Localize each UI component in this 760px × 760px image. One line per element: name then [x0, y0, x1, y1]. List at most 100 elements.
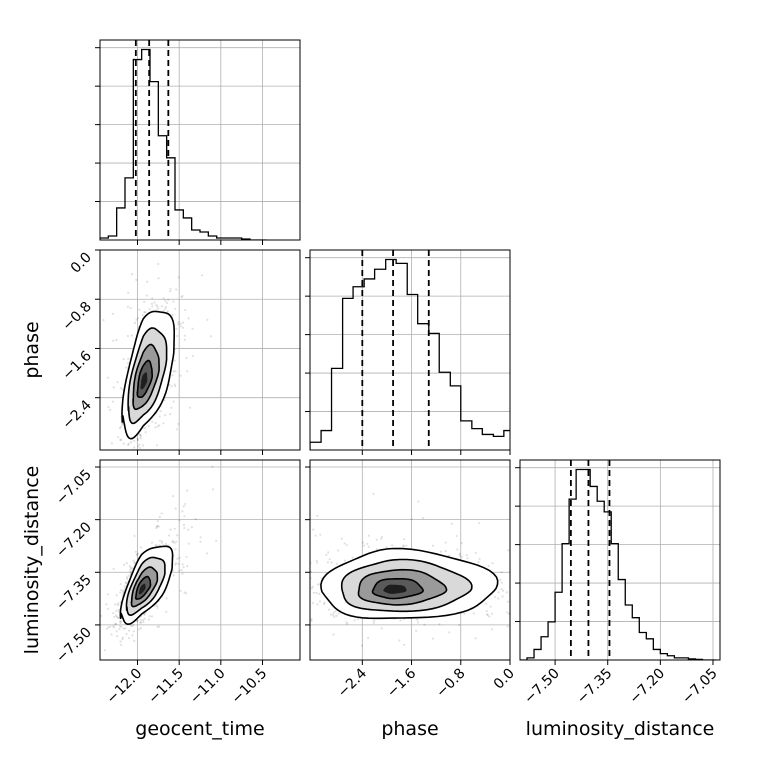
scatter-point [316, 603, 319, 606]
scatter-point [103, 462, 105, 464]
panel-frame [99, 39, 301, 241]
scatter-point [125, 576, 129, 579]
scatter-point [186, 565, 189, 568]
scatter-point [167, 298, 170, 301]
x-axis-label-phase: phase [381, 718, 438, 740]
scatter-point [172, 370, 175, 373]
scatter-point [174, 563, 177, 566]
scatter-point [160, 541, 164, 544]
scatter-point [398, 639, 401, 642]
scatter-point [478, 557, 481, 560]
scatter-point [458, 624, 461, 627]
scatter-point [107, 607, 110, 610]
scatter-point [345, 544, 348, 547]
y-tick-label: −7.50 [53, 624, 95, 666]
scatter-point [211, 465, 214, 468]
scatter-point [455, 534, 458, 538]
scatter-point [117, 616, 120, 619]
scatter-point [183, 334, 186, 337]
scatter-point [129, 570, 132, 574]
scatter-point [295, 569, 297, 571]
scatter-point [125, 581, 128, 584]
scatter-point [139, 433, 142, 437]
scatter-point [133, 321, 137, 324]
scatter-point [151, 305, 154, 308]
scatter-point [546, 592, 548, 594]
scatter-point [119, 589, 122, 592]
scatter-point [120, 422, 124, 425]
scatter-point [172, 574, 175, 577]
x-tick-label: −7.50 [521, 666, 563, 708]
scatter-point [139, 621, 142, 624]
scatter-point [531, 584, 533, 586]
x-tick-label: −10.5 [229, 666, 271, 708]
scatter-point [528, 540, 530, 542]
scatter-point [328, 558, 331, 561]
scatter-point [127, 574, 130, 577]
scatter-point [160, 540, 163, 543]
scatter-point [117, 603, 120, 607]
scatter-point [157, 277, 160, 280]
scatter-point [439, 550, 443, 553]
scatter-point [155, 304, 158, 307]
scatter-point [353, 619, 356, 622]
scatter-point [144, 431, 147, 434]
scatter-point [173, 639, 175, 641]
scatter-point [415, 629, 418, 632]
scatter-point [105, 627, 109, 630]
scatter-point [183, 338, 186, 341]
scatter-point [334, 610, 337, 613]
y-tick-label: −1.6 [59, 348, 94, 383]
scatter-point [316, 583, 319, 586]
scatter-point [477, 561, 480, 564]
scatter-point [143, 300, 146, 303]
scatter-point [460, 541, 463, 545]
scatter-point [132, 559, 135, 562]
scatter-point [158, 415, 161, 418]
scatter-point [137, 445, 140, 448]
scatter-point [515, 586, 517, 588]
scatter-point [356, 618, 359, 621]
scatter-point [121, 423, 124, 426]
scatter-point [325, 553, 328, 557]
scatter-point [95, 668, 97, 670]
scatter-point [124, 455, 126, 457]
scatter-point [114, 623, 117, 626]
scatter-point [119, 425, 122, 428]
scatter-point [191, 327, 194, 330]
scatter-point [128, 629, 131, 632]
scatter-point [123, 585, 126, 588]
scatter-point [174, 507, 177, 510]
scatter-point [184, 502, 187, 506]
scatter-point [158, 424, 161, 427]
scatter-point [417, 500, 420, 503]
scatter-point [135, 554, 138, 557]
scatter-point [199, 536, 202, 539]
scatter-point [318, 592, 321, 596]
scatter-point [169, 528, 172, 531]
scatter-point [380, 627, 383, 630]
scatter-point [416, 621, 420, 624]
scatter-point [332, 613, 335, 617]
scatter-point [478, 522, 481, 525]
scatter-point [120, 455, 122, 457]
scatter-point [110, 666, 112, 668]
scatter-point [530, 594, 532, 596]
scatter-point [500, 588, 503, 591]
scatter-point [94, 361, 96, 363]
scatter-point [121, 589, 124, 592]
scatter-point [329, 613, 333, 616]
scatter-point [135, 318, 138, 321]
scatter-point [405, 544, 408, 547]
scatter-point [162, 297, 165, 300]
scatter-point [166, 310, 169, 313]
scatter-point [184, 308, 187, 312]
scatter-point [128, 565, 132, 568]
scatter-point [151, 420, 154, 423]
scatter-point [545, 571, 547, 573]
scatter-point [506, 611, 509, 614]
scatter-point [122, 442, 125, 445]
scatter-point [181, 294, 184, 297]
scatter-point [175, 327, 178, 330]
